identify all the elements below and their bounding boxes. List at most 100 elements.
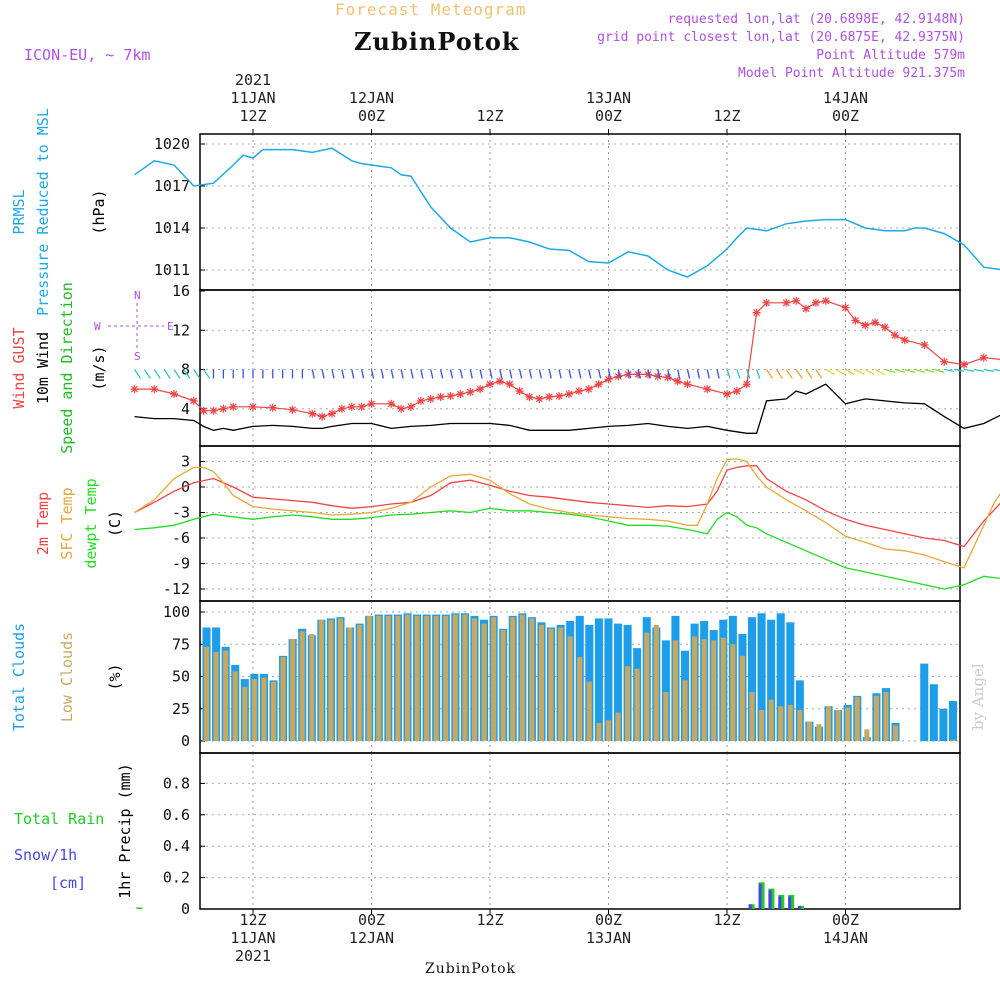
wind-direction-arrow bbox=[795, 369, 803, 379]
low-cloud-bar bbox=[481, 623, 487, 741]
gust-marker bbox=[397, 404, 406, 413]
top-time-label: 00Z bbox=[595, 107, 622, 125]
wind-direction-arrow bbox=[934, 368, 945, 374]
y-tick-label: -6 bbox=[172, 529, 190, 547]
low-cloud-bar bbox=[376, 615, 382, 741]
total-cloud-bar bbox=[767, 619, 776, 741]
wind-direction-arrow bbox=[884, 368, 896, 374]
wind-direction-arrow bbox=[163, 369, 171, 379]
gust-marker bbox=[328, 409, 336, 418]
low-cloud-bar bbox=[328, 619, 334, 741]
bottom-time-label: 12JAN bbox=[349, 929, 394, 947]
gust-marker bbox=[130, 385, 139, 394]
low-cloud-bar bbox=[845, 707, 851, 741]
wind-direction-arrow bbox=[489, 369, 493, 379]
wind-direction-arrow bbox=[607, 369, 612, 379]
low-cloud-bar bbox=[873, 695, 879, 741]
y-tick-label: 1017 bbox=[154, 177, 190, 195]
gust-marker bbox=[426, 394, 435, 403]
wind-direction-arrow bbox=[311, 369, 315, 379]
total-cloud-bar bbox=[594, 618, 603, 741]
wind-direction-arrow bbox=[953, 368, 965, 373]
panel-ylabel: PRMSL bbox=[10, 189, 28, 234]
sfc-temp-line bbox=[134, 458, 1000, 569]
compass-w: W bbox=[94, 320, 101, 333]
low-cloud-bar bbox=[778, 706, 784, 741]
gust-marker bbox=[170, 390, 178, 399]
low-cloud-bar bbox=[538, 624, 545, 741]
low-cloud-bar bbox=[242, 686, 248, 741]
top-time-label: 2021 bbox=[235, 71, 271, 89]
total-cloud-bar bbox=[786, 622, 795, 741]
total-cloud-bar bbox=[776, 613, 785, 741]
wind-direction-arrow bbox=[479, 369, 483, 379]
wind-direction-arrow bbox=[331, 369, 335, 379]
y-tick-label: 25 bbox=[172, 700, 190, 718]
low-cloud-bar bbox=[366, 615, 372, 741]
wind-direction-arrow bbox=[370, 369, 375, 379]
wind-direction-arrow bbox=[410, 369, 414, 379]
low-cloud-bar bbox=[204, 646, 210, 741]
gust-marker bbox=[644, 370, 652, 379]
gust-marker bbox=[249, 402, 257, 411]
y-tick-label: 0.2 bbox=[163, 869, 190, 887]
y-tick-label: 1011 bbox=[154, 261, 190, 279]
gust-marker bbox=[446, 391, 455, 400]
location-title: ZubinPotok bbox=[354, 27, 520, 56]
wind-direction-arrow bbox=[686, 369, 691, 379]
gust-marker bbox=[357, 402, 366, 411]
gust-marker bbox=[920, 340, 929, 349]
gust-marker bbox=[742, 380, 751, 389]
footer-location: ZubinPotok bbox=[425, 961, 516, 977]
total-cloud-bar bbox=[948, 701, 957, 741]
low-cloud-bar bbox=[548, 628, 554, 741]
panel-ylabel: (m/s) bbox=[90, 345, 108, 390]
wind-direction-arrow bbox=[153, 369, 161, 379]
y-tick-label: 8 bbox=[181, 361, 190, 379]
gust-marker bbox=[723, 390, 731, 399]
low-cloud-bar bbox=[471, 618, 478, 741]
gust-marker bbox=[614, 372, 623, 381]
wind-direction-arrow bbox=[459, 369, 464, 379]
wind-direction-arrow bbox=[924, 368, 935, 374]
low-cloud-bar bbox=[433, 615, 439, 741]
low-cloud-bar bbox=[883, 691, 889, 741]
y-tick-label: 75 bbox=[172, 635, 190, 653]
wind-direction-arrow bbox=[558, 369, 562, 379]
wind-direction-arrow bbox=[855, 368, 865, 375]
wind-direction-arrow bbox=[637, 369, 641, 379]
gust-marker bbox=[821, 296, 830, 305]
wind-direction-arrow bbox=[726, 369, 731, 379]
gust-marker bbox=[683, 380, 692, 389]
low-cloud-bar bbox=[749, 691, 755, 741]
wind-direction-arrow bbox=[983, 368, 994, 373]
wind-direction-arrow bbox=[835, 368, 845, 375]
total-cloud-bar bbox=[747, 617, 757, 741]
gust-marker bbox=[189, 396, 198, 405]
low-cloud-bar bbox=[213, 651, 219, 741]
panel-ylabel: dewpt Temp bbox=[82, 478, 100, 568]
top-time-label: 11JAN bbox=[230, 89, 275, 107]
gust-marker bbox=[960, 360, 968, 369]
gust-marker bbox=[762, 298, 771, 307]
total-cloud-bar bbox=[939, 708, 948, 741]
gust-marker bbox=[308, 409, 317, 418]
low-cloud-bar bbox=[318, 619, 324, 741]
low-cloud-bar bbox=[720, 637, 726, 741]
wind-direction-arrow bbox=[548, 369, 552, 379]
gust-marker bbox=[752, 308, 761, 317]
gust-marker bbox=[318, 412, 327, 421]
wind-direction-arrow bbox=[944, 368, 955, 373]
top-time-label: 12Z bbox=[713, 107, 740, 125]
gust-marker bbox=[486, 380, 494, 389]
bottom-time-label: 12Z bbox=[239, 911, 266, 929]
low-cloud-bar bbox=[663, 691, 669, 741]
low-cloud-bar bbox=[711, 640, 717, 741]
wind-direction-arrow bbox=[785, 369, 793, 379]
y-tick-label: 100 bbox=[163, 603, 190, 621]
low-cloud-bar bbox=[634, 668, 640, 741]
low-cloud-bar bbox=[950, 739, 956, 741]
gust-marker bbox=[732, 387, 741, 396]
